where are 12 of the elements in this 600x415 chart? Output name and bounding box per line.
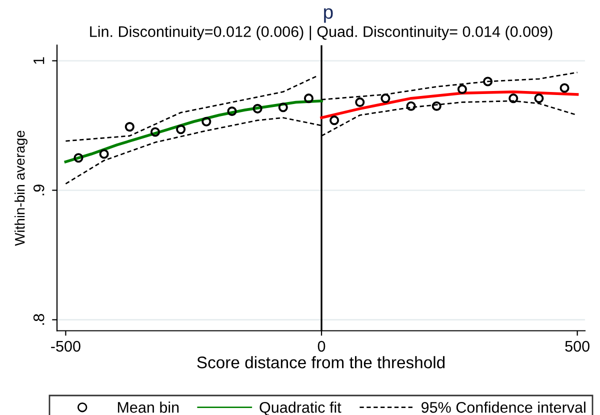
- y-tick-label: 1: [34, 57, 44, 64]
- y-tick-label: .9: [33, 184, 44, 196]
- x-tick-label: -500: [51, 340, 80, 352]
- y-tick-label: .8: [33, 314, 44, 325]
- legend-label: 95% Confidence interval: [422, 402, 586, 413]
- x-tick-label: 0: [318, 340, 326, 352]
- x-axis-title: Score distance from the threshold: [197, 356, 445, 368]
- legend-label: Mean bin: [118, 402, 179, 413]
- y-axis-title: Within-bin average: [14, 130, 28, 246]
- chart-subtitle: Lin. Discontinuity=0.012 (0.006) | Quad. Discontinuity= 0.014 (0.009): [90, 26, 552, 40]
- chart-title: p: [324, 8, 333, 23]
- x-tick-label: 500: [565, 340, 590, 352]
